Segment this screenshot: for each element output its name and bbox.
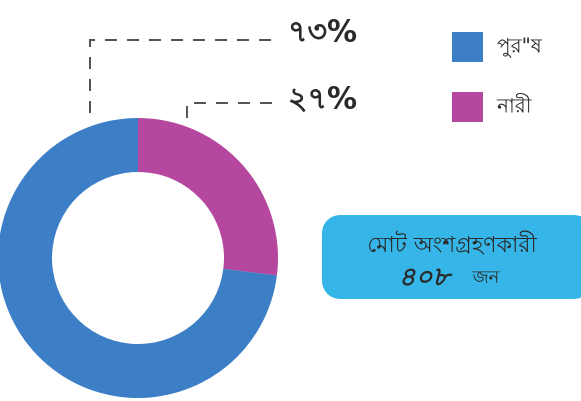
total-unit: জন — [472, 267, 500, 288]
value-label: ৭৩% — [288, 15, 357, 50]
legend-label: পুর"ষ — [497, 34, 543, 58]
donut-segment — [138, 118, 278, 276]
legend-swatch — [452, 92, 483, 122]
total-box — [322, 215, 581, 299]
total-value: ৪০৮ — [399, 263, 454, 293]
leader-line — [186, 102, 280, 118]
donut-segment — [0, 118, 277, 398]
legend-swatch — [452, 32, 483, 62]
total-title: মোট অংশগ্রহণকারী — [367, 231, 537, 258]
leader-line — [89, 39, 280, 113]
legend-label: নারী — [496, 94, 532, 118]
value-label: ২৭% — [288, 82, 357, 117]
